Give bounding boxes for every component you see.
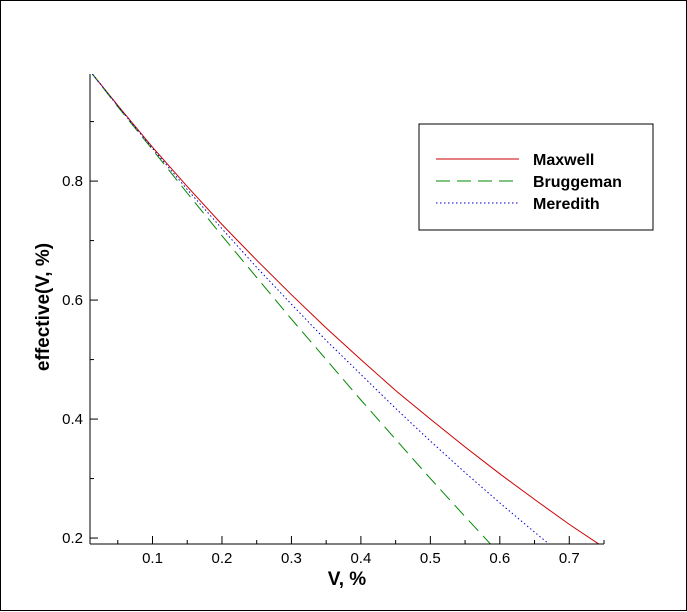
y-tick-label: 0.6 <box>62 292 83 309</box>
legend-box <box>418 123 654 231</box>
x-tick-label: 0.5 <box>420 550 441 567</box>
x-tick-label: 0.2 <box>212 550 233 567</box>
x-tick-label: 0.3 <box>281 550 302 567</box>
series-group <box>91 74 600 544</box>
legend-label-maxwell: Maxwell <box>533 152 594 169</box>
y-tick-label: 0.2 <box>62 530 83 547</box>
legend: Maxwell Bruggeman Meredith <box>418 123 654 231</box>
series-line-maxwell <box>91 74 600 544</box>
y-tick-label: 0.4 <box>62 411 83 428</box>
legend-label-bruggeman: Bruggeman <box>533 174 622 191</box>
x-tick-label: 0.1 <box>142 550 163 567</box>
series-line-bruggeman <box>91 74 492 544</box>
x-tick-label: 0.4 <box>350 550 371 567</box>
x-axis-title: V, % <box>328 569 366 590</box>
y-axis-ticks: 0.2 0.4 0.6 0.8 <box>62 121 98 547</box>
x-axis-ticks: 0.1 0.2 0.3 0.4 0.5 0.6 0.7 <box>117 536 605 567</box>
legend-label-meredith: Meredith <box>533 196 600 213</box>
y-tick-label: 0.8 <box>62 173 83 190</box>
x-tick-label: 0.7 <box>559 550 580 567</box>
y-axis-title: effective(V, %) <box>33 243 54 371</box>
x-tick-label: 0.6 <box>489 550 510 567</box>
legend-entries: Maxwell Bruggeman Meredith <box>436 152 622 213</box>
